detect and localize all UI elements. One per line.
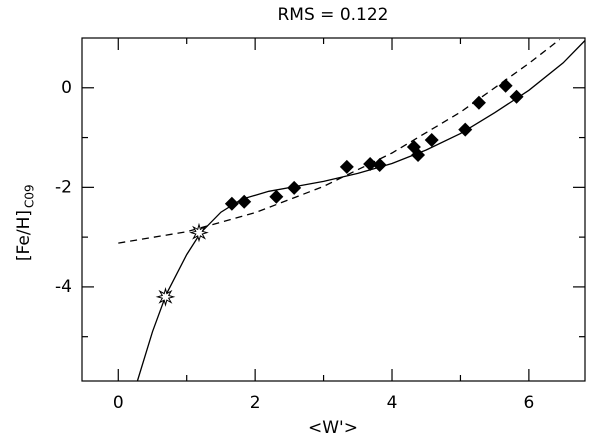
calibrator-star [155,287,176,307]
data-point [424,133,439,148]
x-tick-label: 2 [250,393,261,413]
data-point [509,89,524,104]
data-point [372,157,387,172]
dashed-curve [118,38,561,244]
data-point [287,180,302,195]
calibrator-star [189,222,209,243]
data-point [471,95,486,110]
fit-curve [136,40,586,382]
plot-frame [81,37,586,382]
data-point [458,122,473,137]
x-tick-label: 6 [523,393,534,413]
y-axis-label-group: [Fe/H] C09 [14,184,37,261]
data-point [411,147,426,162]
y-axis-label: [Fe/H] [14,210,34,261]
x-tick-label: 0 [113,393,124,413]
x-tick-label: 4 [387,393,398,413]
x-axis-label: <W'> [308,418,358,438]
data-point [269,189,284,204]
data-point [339,159,354,174]
y-tick-label: 0 [61,78,72,98]
y-axis-label-sub: C09 [23,184,37,208]
y-tick-label: -4 [55,277,72,297]
data-point [237,194,252,209]
chart-title: RMS = 0.122 [278,5,389,25]
data-point [498,78,513,93]
y-tick-label: -2 [55,177,72,197]
data-point [363,156,378,171]
data-point [224,196,239,211]
